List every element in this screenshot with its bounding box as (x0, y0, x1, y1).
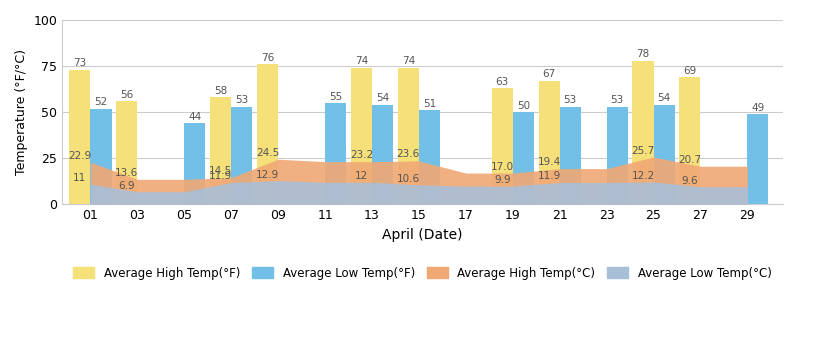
Text: 23.2: 23.2 (349, 150, 373, 160)
Text: 56: 56 (120, 90, 134, 100)
Text: 50: 50 (517, 101, 530, 111)
Text: 53: 53 (611, 95, 624, 105)
Text: 78: 78 (637, 49, 650, 59)
Text: 49: 49 (751, 102, 764, 113)
Text: 11.9: 11.9 (209, 171, 232, 181)
Bar (116, 101, 138, 205)
Bar (90, 109, 111, 205)
Text: 54: 54 (376, 93, 389, 104)
Text: 67: 67 (543, 70, 556, 79)
Text: 52: 52 (95, 97, 108, 107)
Text: 10.6: 10.6 (397, 174, 420, 184)
Text: 12.2: 12.2 (632, 171, 655, 181)
Text: 55: 55 (329, 92, 342, 101)
Bar (232, 107, 252, 205)
Text: 63: 63 (496, 77, 509, 87)
Bar (632, 60, 653, 205)
Bar (679, 77, 701, 205)
Text: 69: 69 (683, 66, 696, 76)
Text: 53: 53 (235, 95, 248, 105)
Bar (653, 105, 675, 205)
X-axis label: April (Date): April (Date) (382, 228, 462, 242)
Bar (70, 70, 90, 205)
Bar (210, 97, 232, 205)
Bar (559, 107, 581, 205)
Text: 11.9: 11.9 (538, 171, 561, 181)
Text: 23.6: 23.6 (397, 150, 420, 159)
Bar (539, 81, 559, 205)
Text: 58: 58 (214, 86, 227, 96)
Bar (184, 123, 205, 205)
Text: 74: 74 (354, 56, 368, 67)
Y-axis label: Temperature (°F/°C): Temperature (°F/°C) (15, 49, 28, 175)
Text: 13.6: 13.6 (115, 168, 139, 178)
Text: 44: 44 (188, 112, 202, 122)
Bar (372, 105, 393, 205)
Text: 11: 11 (73, 173, 86, 183)
Text: 54: 54 (657, 93, 671, 104)
Bar (398, 68, 419, 205)
Text: 22.9: 22.9 (68, 151, 91, 161)
Text: 74: 74 (402, 56, 415, 67)
Text: 14.5: 14.5 (209, 166, 232, 176)
Text: 51: 51 (422, 99, 436, 109)
Bar (513, 112, 534, 205)
Legend: Average High Temp(°F), Average Low Temp(°F), Average High Temp(°C), Average Low : Average High Temp(°F), Average Low Temp(… (68, 262, 777, 285)
Bar (491, 88, 513, 205)
Bar (607, 107, 627, 205)
Bar (257, 64, 278, 205)
Text: 20.7: 20.7 (678, 155, 701, 165)
Text: 25.7: 25.7 (632, 146, 655, 156)
Text: 53: 53 (564, 95, 577, 105)
Text: 73: 73 (73, 58, 86, 68)
Text: 9.9: 9.9 (494, 175, 510, 185)
Text: 17.0: 17.0 (491, 161, 514, 172)
Bar (747, 114, 769, 205)
Text: 6.9: 6.9 (119, 181, 135, 190)
Text: 24.5: 24.5 (256, 148, 279, 158)
Text: 12: 12 (354, 171, 368, 181)
Text: 19.4: 19.4 (538, 157, 561, 167)
Bar (325, 103, 346, 205)
Text: 12.9: 12.9 (256, 169, 279, 180)
Bar (351, 68, 372, 205)
Text: 76: 76 (261, 53, 274, 63)
Bar (419, 110, 440, 205)
Text: 9.6: 9.6 (681, 176, 698, 186)
